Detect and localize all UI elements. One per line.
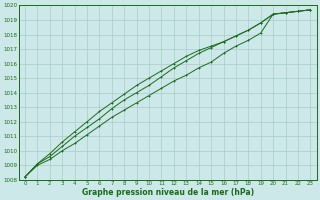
X-axis label: Graphe pression niveau de la mer (hPa): Graphe pression niveau de la mer (hPa) (82, 188, 254, 197)
